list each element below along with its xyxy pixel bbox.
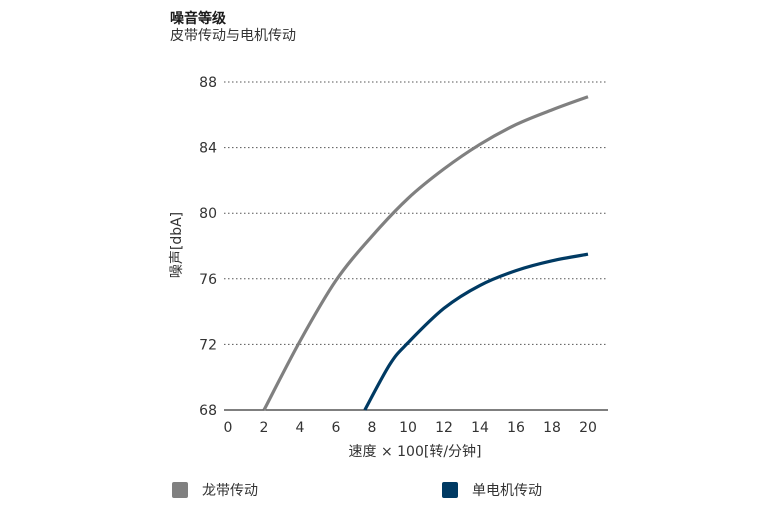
y-tick-label: 72 [199, 337, 217, 353]
x-tick-label: 0 [224, 420, 233, 436]
legend-label: 龙带传动 [202, 483, 258, 499]
x-tick-label: 8 [368, 420, 377, 436]
chart-subtitle: 皮带传动与电机传动 [170, 28, 296, 44]
x-tick-label: 18 [543, 420, 561, 436]
legend-label: 单电机传动 [472, 483, 542, 499]
series-line-1 [262, 95, 589, 411]
x-tick-label: 10 [399, 420, 417, 436]
chart-title: 噪音等级 [170, 11, 226, 27]
x-tick-label: 20 [579, 420, 597, 436]
x-tick-label: 16 [507, 420, 525, 436]
x-tick-label: 14 [471, 420, 489, 436]
y-tick-label: 68 [199, 403, 217, 419]
legend-item-series-1: 龙带传动 [172, 480, 258, 500]
x-tick-labels: 0 2 4 6 8 10 12 14 16 18 20 [224, 420, 597, 436]
x-tick-label: 12 [435, 420, 453, 436]
y-tick-labels: 68 72 76 80 84 88 [199, 75, 217, 419]
x-axis-label: 速度 × 100[转/分钟] [349, 443, 482, 460]
y-tick-label: 76 [199, 272, 217, 288]
series-lines [262, 95, 589, 411]
y-tick-label: 84 [199, 141, 217, 157]
x-tick-label: 6 [332, 420, 341, 436]
series-line-2 [363, 252, 589, 411]
y-tick-label: 80 [199, 206, 217, 222]
gridlines [224, 81, 608, 345]
legend-swatch [442, 482, 458, 498]
x-tick-label: 2 [260, 420, 269, 436]
y-tick-label: 88 [199, 75, 217, 91]
legend-item-series-2: 单电机传动 [442, 480, 542, 500]
legend-swatch [172, 482, 188, 498]
y-axis-label: 噪声[dbA] [169, 212, 185, 278]
x-tick-label: 4 [296, 420, 305, 436]
